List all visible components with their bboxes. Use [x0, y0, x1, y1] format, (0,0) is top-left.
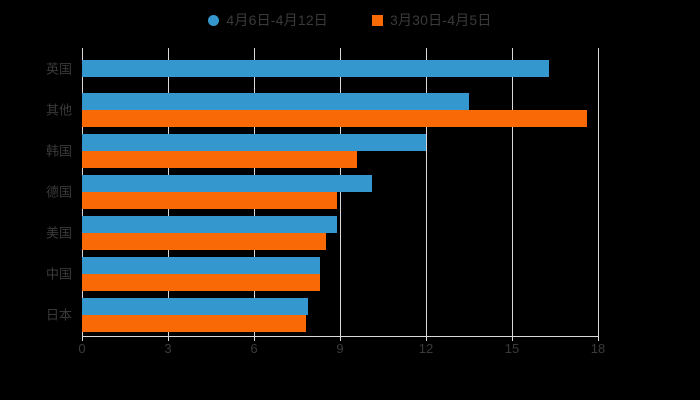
x-tick-3 — [168, 336, 169, 341]
square-marker-icon — [372, 14, 383, 26]
plot-area — [82, 48, 599, 336]
category-label-美国: 美国 — [45, 225, 72, 241]
legend-item-series-1[interactable]: 3月30日-4月5日 — [372, 13, 492, 27]
x-tick-label-18: 18 — [590, 341, 606, 356]
gridline-9 — [340, 48, 341, 336]
category-label-中国: 中国 — [45, 266, 72, 282]
bar-其他-series-1[interactable] — [82, 109, 587, 127]
category-label-德国: 德国 — [45, 184, 72, 200]
bar-美国-series-0[interactable] — [82, 216, 338, 234]
x-tick-label-6: 6 — [250, 341, 258, 356]
bar-德国-series-0[interactable] — [82, 175, 372, 192]
x-tick-label-12: 12 — [418, 341, 434, 356]
x-tick-6 — [254, 336, 255, 341]
legend-label-series-1: 3月30日-4月5日 — [390, 12, 492, 28]
gridline-18 — [598, 48, 599, 336]
bar-日本-series-1[interactable] — [82, 315, 306, 333]
bar-中国-series-0[interactable] — [82, 257, 320, 275]
gridline-15 — [512, 48, 513, 336]
legend-label-series-0: 4月6日-4月12日 — [226, 12, 328, 28]
bar-韩国-series-1[interactable] — [82, 150, 358, 168]
x-tick-label-0: 0 — [78, 341, 86, 356]
bar-中国-series-1[interactable] — [82, 274, 320, 292]
x-tick-12 — [426, 336, 427, 341]
bar-其他-series-0[interactable] — [82, 92, 469, 110]
x-tick-18 — [598, 336, 599, 341]
x-tick-label-3: 3 — [164, 341, 172, 356]
bar-德国-series-1[interactable] — [82, 192, 338, 209]
bar-英国-series-0[interactable] — [82, 60, 550, 78]
bar-美国-series-1[interactable] — [82, 233, 326, 251]
bar-日本-series-0[interactable] — [82, 298, 309, 316]
chart-legend: 4月6日-4月12日 3月30日-4月5日 — [0, 8, 700, 32]
category-label-韩国: 韩国 — [45, 143, 72, 159]
category-label-英国: 英国 — [45, 61, 72, 77]
bar-韩国-series-0[interactable] — [82, 133, 426, 151]
x-tick-0 — [82, 336, 83, 341]
x-tick-15 — [512, 336, 513, 341]
category-label-其他: 其他 — [45, 102, 72, 118]
circle-marker-icon — [208, 14, 220, 26]
category-label-日本: 日本 — [45, 307, 72, 323]
x-tick-label-15: 15 — [504, 341, 520, 356]
legend-item-series-0[interactable]: 4月6日-4月12日 — [208, 13, 328, 27]
x-tick-label-9: 9 — [336, 341, 344, 356]
gridline-12 — [426, 48, 427, 336]
x-tick-9 — [340, 336, 341, 341]
